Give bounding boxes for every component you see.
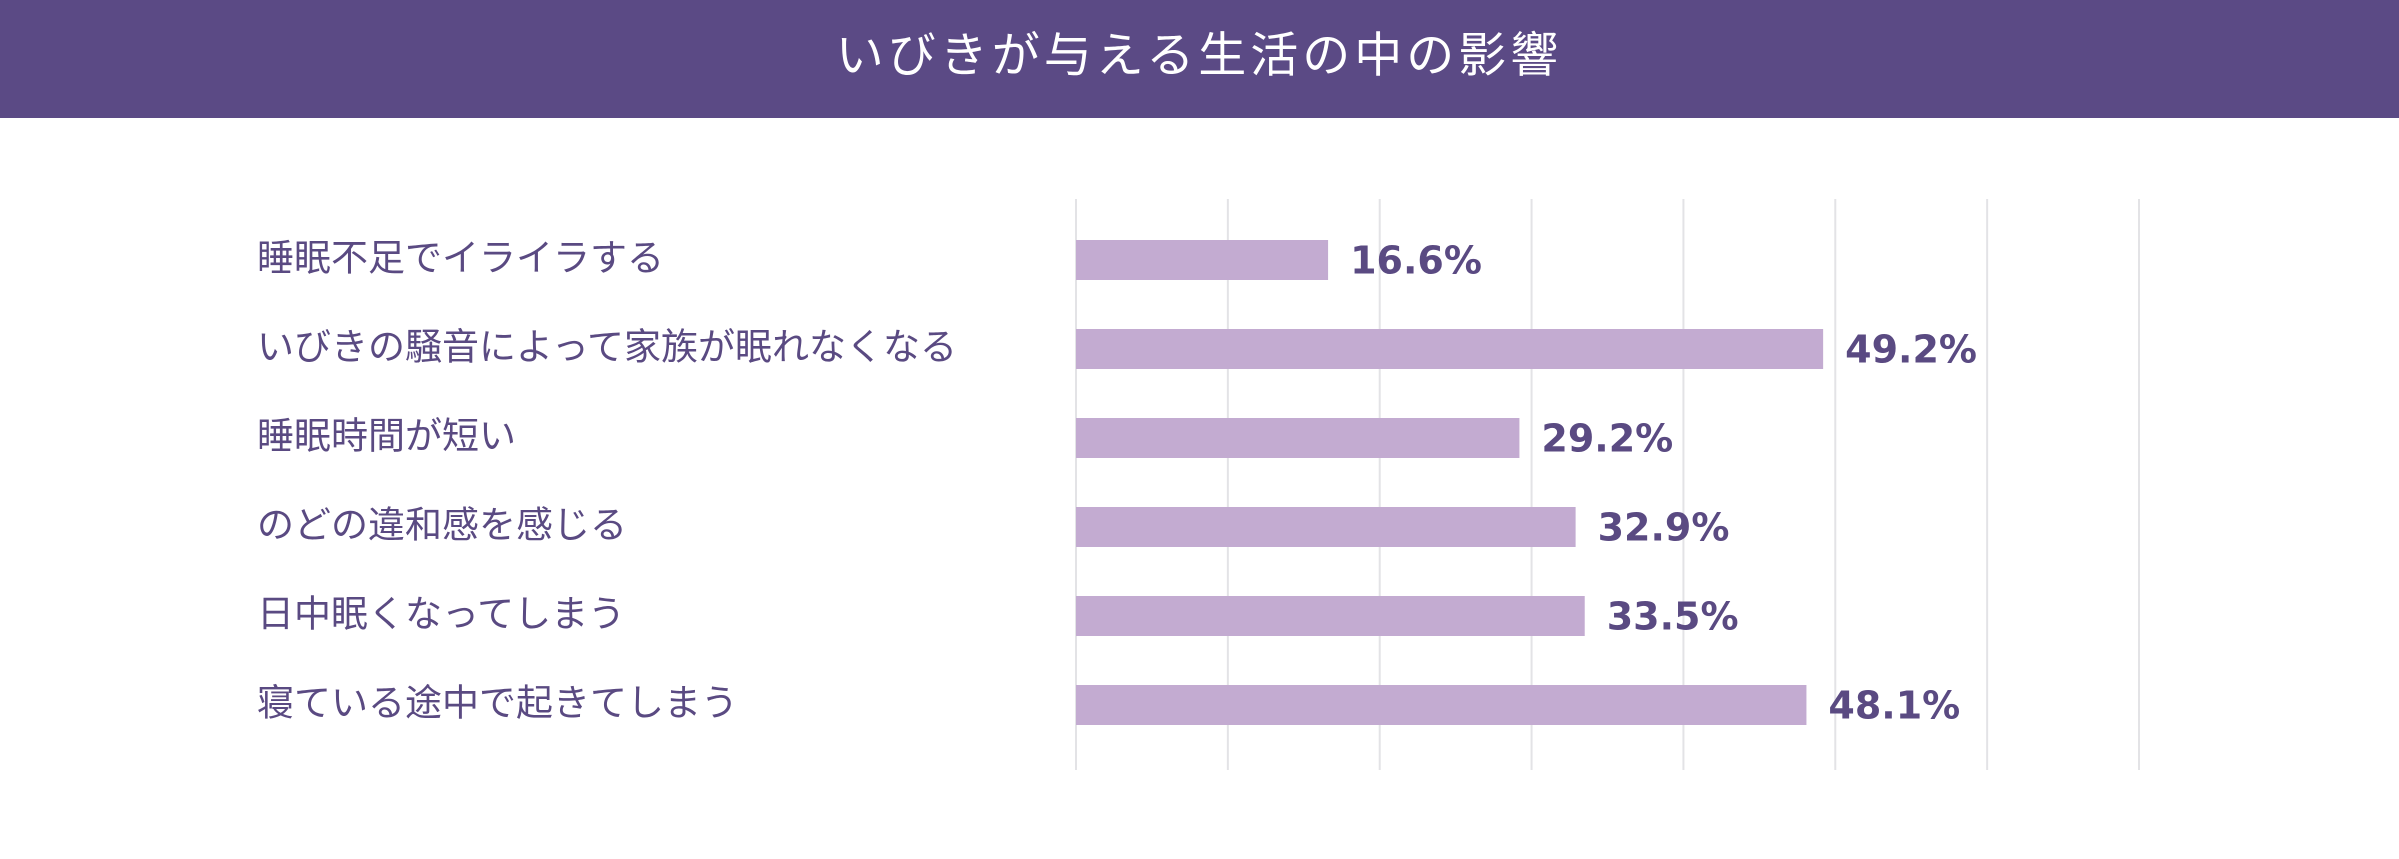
category-label: 寝ている途中で起きてしまう xyxy=(257,682,738,725)
category-label: のどの違和感を感じる xyxy=(257,504,627,547)
value-label: 33.5% xyxy=(1607,595,1739,639)
category-label: いびきの騒音によって家族が眠れなくなる xyxy=(257,326,957,369)
value-label: 16.6% xyxy=(1350,239,1482,283)
chart-title: いびきが与える生活の中の影響 xyxy=(836,28,1563,84)
value-label: 32.9% xyxy=(1598,506,1730,550)
header-bar xyxy=(0,0,2399,118)
category-label: 睡眠不足でイライラする xyxy=(257,237,664,280)
value-label: 29.2% xyxy=(1541,417,1673,461)
category-label: 日中眠くなってしまう xyxy=(257,593,625,636)
bar xyxy=(1076,418,1520,458)
bar xyxy=(1076,507,1576,547)
bar xyxy=(1076,685,1807,725)
bar xyxy=(1076,596,1585,636)
category-label: 睡眠時間が短い xyxy=(257,415,516,458)
bar xyxy=(1076,329,1824,369)
value-label: 49.2% xyxy=(1845,328,1977,372)
bar xyxy=(1076,240,1329,280)
value-label: 48.1% xyxy=(1828,684,1960,728)
